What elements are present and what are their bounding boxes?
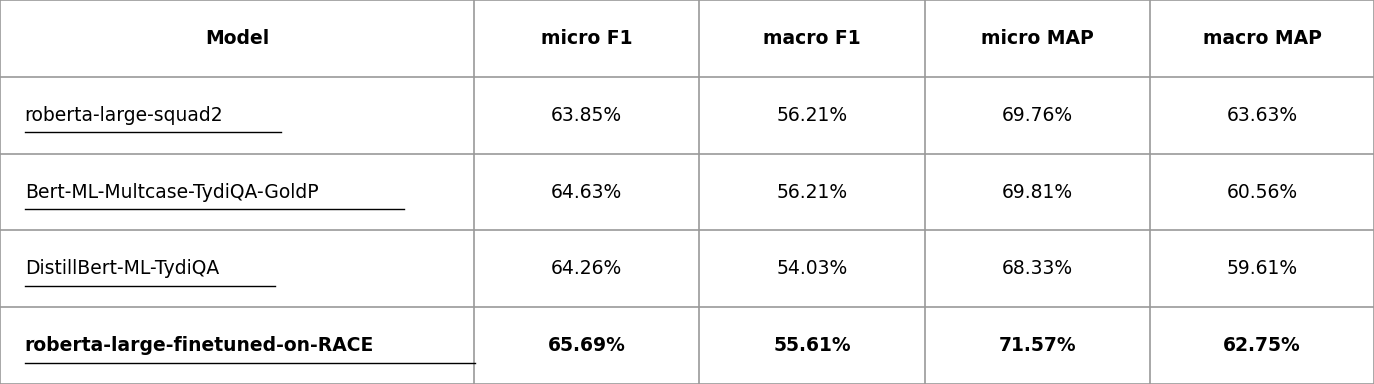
Text: 55.61%: 55.61% [774,336,851,355]
Text: macro MAP: macro MAP [1202,29,1322,48]
Text: roberta-large-finetuned-on-RACE: roberta-large-finetuned-on-RACE [25,336,374,355]
Text: 60.56%: 60.56% [1227,182,1297,202]
Text: micro MAP: micro MAP [981,29,1094,48]
Text: 59.61%: 59.61% [1227,259,1297,278]
Text: 71.57%: 71.57% [999,336,1076,355]
Text: 69.81%: 69.81% [1002,182,1073,202]
Text: 65.69%: 65.69% [548,336,625,355]
Text: micro F1: micro F1 [541,29,632,48]
Text: macro F1: macro F1 [763,29,861,48]
Text: 62.75%: 62.75% [1223,336,1301,355]
Text: 64.63%: 64.63% [551,182,622,202]
Text: 56.21%: 56.21% [776,106,848,125]
Text: 69.76%: 69.76% [1002,106,1073,125]
Text: 56.21%: 56.21% [776,182,848,202]
Text: roberta-large-squad2: roberta-large-squad2 [25,106,224,125]
Text: 63.85%: 63.85% [551,106,622,125]
Text: 64.26%: 64.26% [551,259,622,278]
Text: 54.03%: 54.03% [776,259,848,278]
Text: 68.33%: 68.33% [1002,259,1073,278]
Text: 63.63%: 63.63% [1227,106,1297,125]
Text: Model: Model [205,29,269,48]
Text: Bert-ML-Multcase-TydiQA-GoldP: Bert-ML-Multcase-TydiQA-GoldP [25,182,319,202]
Text: DistillBert-ML-TydiQA: DistillBert-ML-TydiQA [25,259,218,278]
